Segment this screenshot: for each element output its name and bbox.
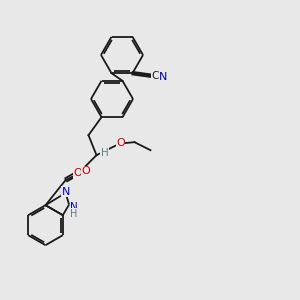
Text: N: N <box>61 187 70 197</box>
Text: H: H <box>100 148 108 158</box>
Text: N: N <box>159 72 168 82</box>
Text: N: N <box>70 202 78 212</box>
Text: O: O <box>81 166 90 176</box>
Text: C: C <box>152 71 159 81</box>
Text: O: O <box>73 168 82 178</box>
Text: O: O <box>116 138 125 148</box>
Text: H: H <box>70 208 78 219</box>
